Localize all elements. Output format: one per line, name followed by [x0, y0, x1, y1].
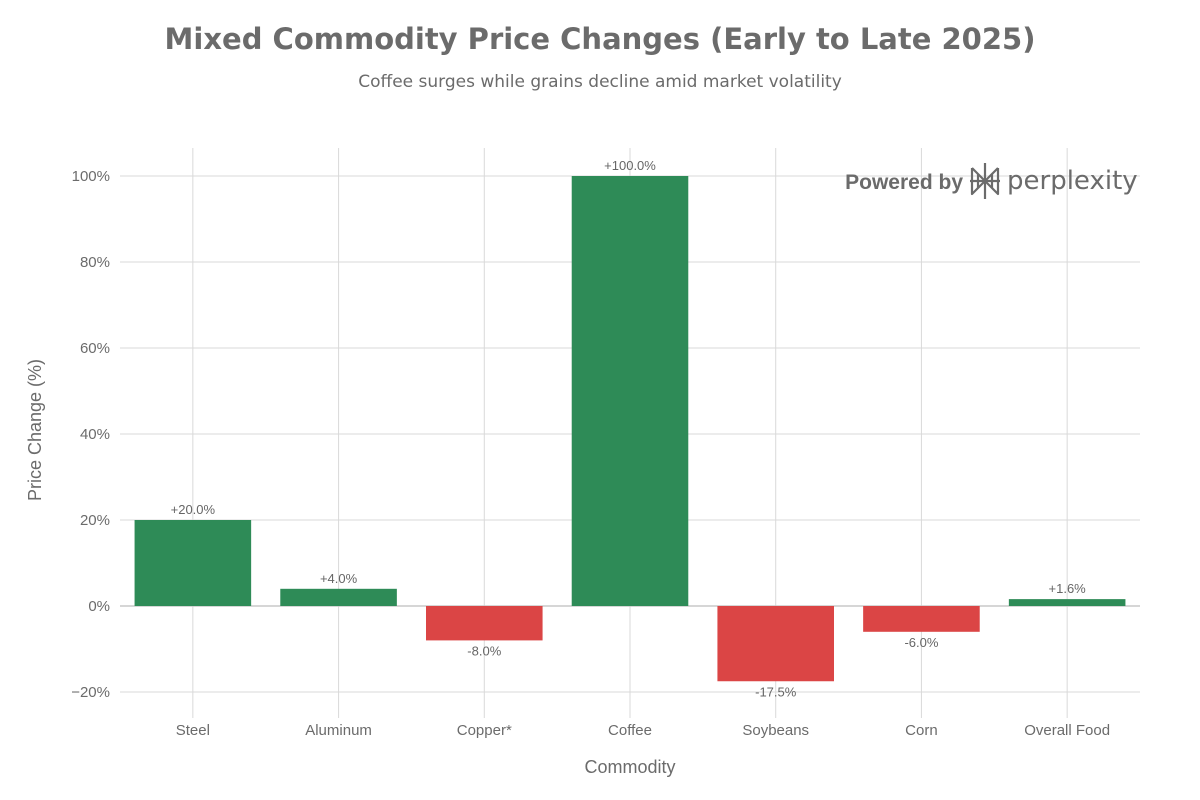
y-tick-label: 0%: [88, 598, 110, 615]
data-label: +100.0%: [604, 158, 656, 173]
x-tick-label: Coffee: [608, 722, 652, 739]
y-tick-label: 20%: [80, 512, 110, 529]
bar: [717, 606, 834, 682]
y-tick-label: 40%: [80, 426, 110, 443]
y-axis-ticks: −20% 0% 20% 40% 60% 80% 100%: [71, 168, 110, 701]
bar: [863, 606, 980, 632]
chart-title: Mixed Commodity Price Changes (Early to …: [164, 22, 1036, 56]
data-label: +20.0%: [171, 502, 216, 517]
bar: [571, 176, 689, 606]
x-tick-label: Corn: [905, 722, 938, 739]
data-labels: +20.0% +4.0% -8.0% +100.0% -17.5% -6.0% +1.6%: [171, 158, 1087, 699]
y-tick-label: 80%: [80, 254, 110, 271]
watermark-prefix: Powered by: [845, 171, 963, 194]
y-tick-label: 100%: [72, 168, 110, 185]
watermark-brand: perplexity: [1007, 166, 1138, 196]
bar: [426, 606, 543, 641]
watermark: Powered by perplexity: [845, 163, 1138, 199]
bars: [134, 176, 1126, 682]
x-tick-label: Overall Food: [1024, 722, 1110, 739]
y-tick-label: 60%: [80, 340, 110, 357]
data-label: +1.6%: [1049, 581, 1087, 596]
x-tick-label: Steel: [176, 722, 210, 739]
x-tick-label: Copper*: [457, 722, 512, 739]
chart-subtitle: Coffee surges while grains decline amid …: [358, 72, 842, 92]
perplexity-logo-icon: [970, 163, 1000, 199]
x-axis-ticks: Steel Aluminum Copper* Coffee Soybeans Corn Ov…: [176, 722, 1110, 739]
x-axis-title: Commodity: [584, 757, 675, 777]
x-tick-label: Soybeans: [742, 722, 809, 739]
data-label: +4.0%: [320, 571, 358, 586]
bar: [134, 520, 252, 606]
y-tick-label: −20%: [71, 684, 110, 701]
y-axis-title: Price Change (%): [25, 359, 45, 501]
data-label: -17.5%: [755, 684, 797, 699]
data-label: -6.0%: [904, 635, 938, 650]
bar: [1008, 599, 1126, 606]
data-label: -8.0%: [467, 643, 501, 658]
x-tick-label: Aluminum: [305, 722, 372, 739]
bar: [280, 588, 397, 606]
